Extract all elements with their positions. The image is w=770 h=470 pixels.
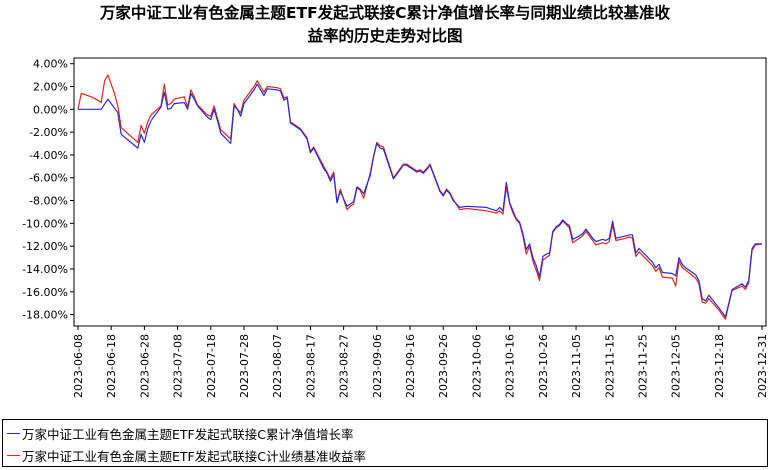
plot-frame (73, 57, 767, 327)
x-tick-label: 2023-08-07 (271, 334, 284, 398)
y-tick-label: -8.00% (29, 195, 68, 208)
y-tick-label: 4.00% (33, 58, 68, 71)
y-tick-label: -10.00% (22, 217, 68, 230)
x-tick-label: 2023-09-16 (404, 334, 417, 398)
legend-entry-benchmark: 万家中证工业有色金属主题ETF发起式联接C计业绩基准收益率 (7, 445, 366, 465)
x-tick-label: 2023-09-26 (437, 334, 450, 398)
x-tick-label: 2023-07-08 (172, 334, 185, 398)
y-tick-label: -12.00% (22, 240, 68, 253)
chart-title: 万家中证工业有色金属主题ETF发起式联接C累计净值增长率与同期业绩比较基准收 益… (0, 2, 770, 48)
line-chart: 4.00% 2.00% 0.00% -2.00% -4.00% -6.00% -8.00% -… (22, 57, 769, 398)
chart-title-line2: 益率的历史走势对比图 (307, 27, 463, 45)
x-tick-label: 2023-07-28 (238, 334, 251, 398)
x-tick-label: 2023-10-26 (537, 334, 550, 398)
x-tick-label: 2023-08-17 (304, 334, 317, 398)
y-tick-label: -14.00% (22, 263, 68, 276)
legend: 万家中证工业有色金属主题ETF发起式联接C累计净值增长率 万家中证工业有色金属主… (2, 419, 768, 467)
x-tick-label: 2023-11-25 (636, 334, 649, 398)
y-tick-label: -4.00% (29, 149, 68, 162)
series-layer (77, 74, 763, 320)
x-tick-label: 2023-07-18 (205, 334, 218, 398)
x-tick-label: 2023-10-06 (470, 334, 483, 398)
x-tick-label: 2023-11-15 (603, 334, 616, 398)
x-tick-label: 2023-06-08 (72, 334, 85, 398)
legend-swatch-benchmark (7, 454, 20, 456)
y-tick-label: -16.00% (22, 286, 68, 299)
legend-entry-nav: 万家中证工业有色金属主题ETF发起式联接C累计净值增长率 (7, 423, 353, 443)
chart-title-line1: 万家中证工业有色金属主题ETF发起式联接C累计净值增长率与同期业绩比较基准收 (99, 4, 671, 22)
x-tick-label: 2023-12-31 (756, 334, 769, 398)
x-tick-label: 2023-06-18 (105, 334, 118, 398)
legend-label-benchmark: 万家中证工业有色金属主题ETF发起式联接C计业绩基准收益率 (22, 448, 366, 464)
y-tick-label: -6.00% (29, 172, 68, 185)
x-axis: 2023-06-08 2023-06-18 2023-06-28 2023-07-08… (72, 326, 769, 398)
x-tick-label: 2023-10-16 (504, 334, 517, 398)
y-tick-label: -2.00% (29, 126, 68, 139)
legend-swatch-nav (7, 432, 20, 434)
x-tick-label: 2023-12-18 (713, 334, 726, 398)
legend-label-nav: 万家中证工业有色金属主题ETF发起式联接C累计净值增长率 (22, 426, 354, 442)
series-line-nav (78, 83, 762, 318)
x-tick-label: 2023-12-05 (670, 334, 683, 398)
y-tick-label: -18.00% (22, 309, 68, 322)
y-tick-label: 2.00% (33, 81, 68, 94)
x-tick-label: 2023-06-28 (138, 334, 151, 398)
series-line-benchmark (77, 74, 763, 320)
x-tick-label: 2023-09-06 (371, 334, 384, 398)
y-axis: 4.00% 2.00% 0.00% -2.00% -4.00% -6.00% -8.00% -… (22, 58, 74, 322)
x-tick-label: 2023-08-27 (338, 334, 351, 398)
y-tick-label: 0.00% (33, 103, 68, 116)
x-tick-label: 2023-11-05 (570, 334, 583, 398)
